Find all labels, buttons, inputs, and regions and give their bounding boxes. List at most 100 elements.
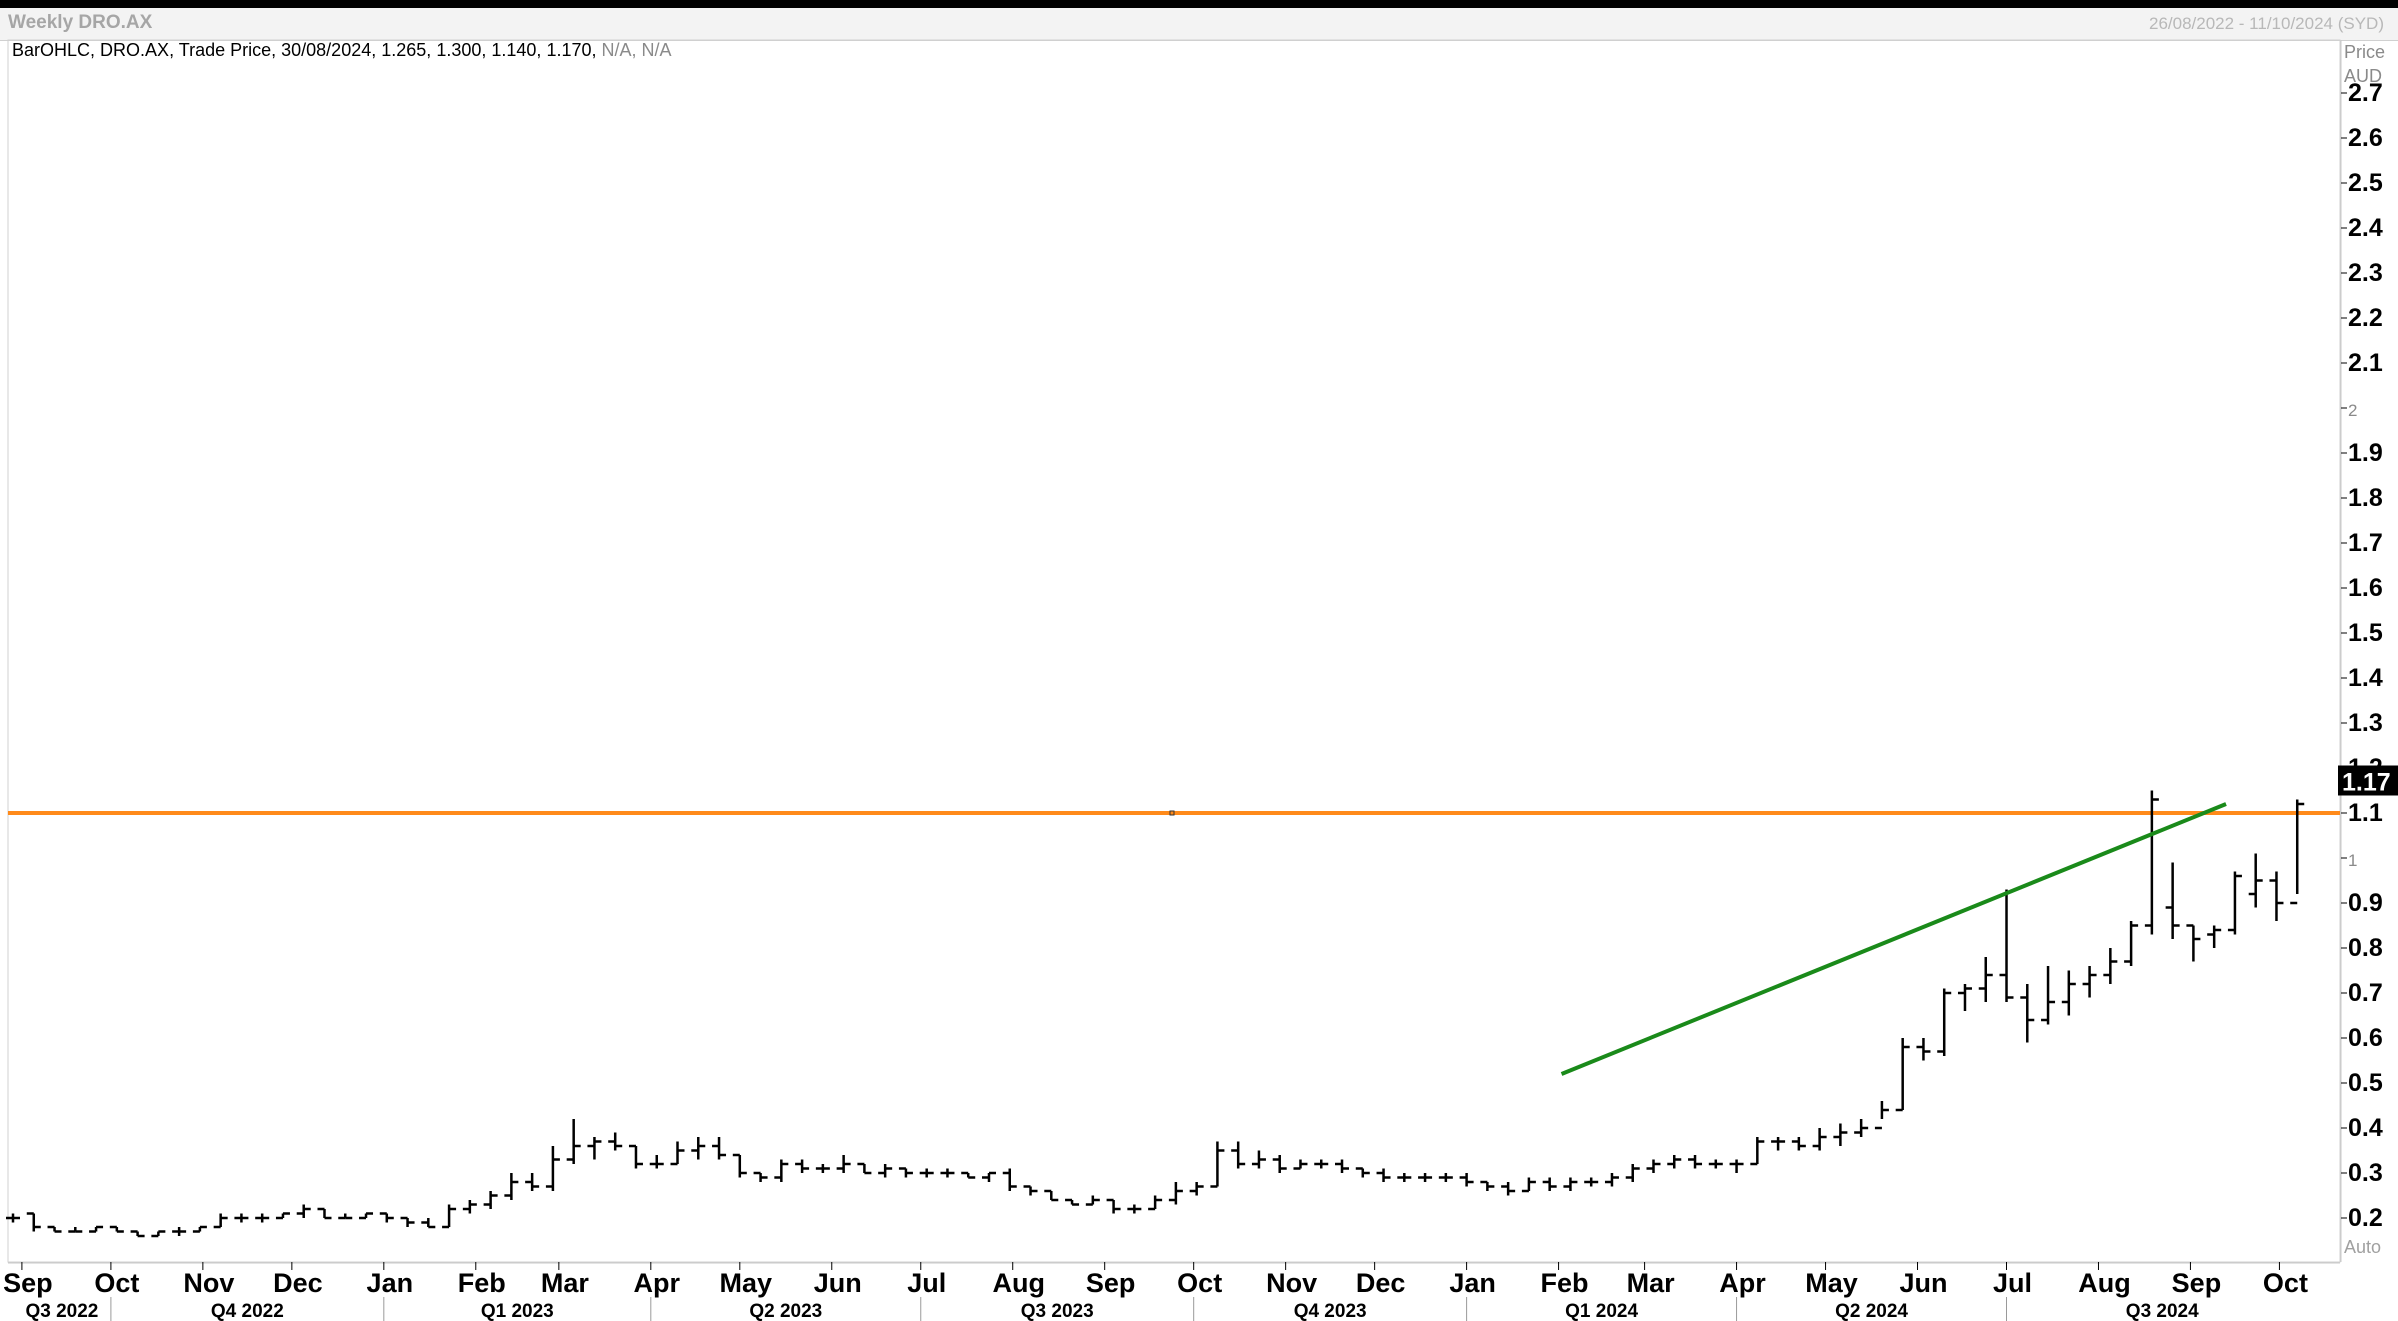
chart-header [0,8,2398,41]
ohlc-bar [338,1213,353,1220]
ohlc-bar [587,1137,602,1160]
ohlc-bar [1251,1150,1266,1169]
ohlc-bar [1106,1198,1121,1214]
ohlc-bar [608,1132,623,1151]
x-tick-label: Oct [94,1268,139,1298]
ohlc-bar [151,1230,166,1238]
x-tick-label: Feb [458,1268,506,1298]
y-tick-label: 1.9 [2348,439,2383,467]
y-tick-label: 1.6 [2348,574,2383,602]
ohlc-bar [1542,1177,1557,1191]
date-range: 26/08/2022 - 11/10/2024 (SYD) [2148,14,2384,33]
x-tick-label: Jun [814,1268,862,1298]
ohlc-bar [2144,790,2159,935]
ohlc-bar [1023,1185,1038,1196]
ohlc-bar [1210,1141,1225,1188]
ohlc-bar [2082,966,2097,998]
ohlc-bar [1937,988,1952,1056]
ohlc-bar [1065,1198,1080,1206]
y-tick-label: 1.8 [2348,484,2383,512]
y-tick-label: 1.7 [2348,529,2383,557]
ohlc-bar [255,1213,270,1223]
ohlc-bar [379,1212,394,1223]
ohlc-bar [1604,1173,1619,1187]
ohlc-bar [1833,1123,1848,1146]
quarter-label: Q1 2024 [1565,1301,1638,1321]
ohlc-bar [130,1230,145,1238]
ohlc-bar [504,1173,519,1200]
ohlc-bar [940,1168,955,1178]
ohlc-bar [296,1204,311,1218]
y-tick-label: 0.2 [2348,1204,2383,1232]
ohlc-bar [1293,1159,1308,1170]
ohlc-bar [2061,970,2076,1016]
chart-title: Weekly DRO.AX [8,12,153,33]
ohlc-bar [1189,1182,1204,1196]
ohlc-bar [26,1212,41,1232]
ohlc-bar [234,1213,249,1223]
ohlc-bar [1438,1173,1453,1182]
ohlc-bar [1272,1155,1287,1173]
ohlc-bar [1355,1167,1370,1178]
ohlc-bar [400,1216,415,1227]
ohlc-bar [961,1171,976,1179]
last-price-tag [2338,765,2398,796]
line-handle[interactable] [1169,810,1175,816]
last-price-label: 1.17 [2342,769,2391,797]
ohlc-bar [462,1200,477,1214]
ohlc-bar [732,1153,747,1178]
ohlc-bar [919,1168,934,1178]
ohlc-bar [795,1159,810,1173]
ohlc-bar [1646,1159,1661,1173]
ohlc-bar [628,1144,643,1169]
legend-low: 1.140 [491,40,537,60]
ohlc-bar [1231,1141,1246,1169]
x-tick-label: Apr [1719,1268,1766,1298]
ohlc-bar [774,1159,789,1182]
x-tick-label: Apr [634,1268,681,1298]
ohlc-bar [483,1191,498,1209]
x-tick-label: Sep [3,1268,53,1298]
ohlc-bar [213,1213,228,1229]
trendline[interactable] [1560,802,2227,1076]
x-tick-label: Oct [2263,1268,2308,1298]
ohlc-bar [1501,1182,1516,1196]
x-tick-label: Sep [2172,1268,2222,1298]
quarter-label: Q4 2022 [211,1301,284,1321]
x-tick-label: Jul [907,1268,946,1298]
ohlc-bar [192,1225,207,1233]
ohlc-bar [1127,1204,1142,1214]
x-tick-label: Sep [1086,1268,1136,1298]
y-tick-label: 2.5 [2348,169,2383,197]
currency-label: AUD [2344,66,2383,86]
ohlc-bar [878,1164,893,1178]
x-tick-label: Jun [1900,1268,1948,1298]
x-tick-label: Nov [1266,1268,1317,1298]
ohlc-bar [89,1225,104,1233]
y-tick-label: 1.4 [2348,664,2383,692]
ohlc-bar [1999,889,2014,1002]
ohlc-bar [1771,1137,1786,1151]
ohlc-bar [1314,1159,1329,1169]
quarter-label: Q3 2022 [25,1301,98,1321]
y-tick-label: 0.7 [2348,979,2383,1007]
y-tick-label: 0.8 [2348,934,2383,962]
ohlc-bar [2269,871,2284,921]
y-tick-label: 2.6 [2348,124,2383,152]
y-tick-label: 2.2 [2348,304,2383,332]
ohlc-bar [1335,1159,1350,1173]
ohlc-bar [1418,1173,1433,1182]
auto-scale-label: Auto [2344,1237,2382,1257]
y-tick-label: 1.1 [2348,799,2383,827]
quarter-label: Q3 2024 [2126,1301,2199,1321]
y-tick-label: 1.3 [2348,709,2383,737]
ohlc-bar [1584,1177,1599,1187]
x-tick-label: Jul [1993,1268,2032,1298]
ohlc-bar [2041,966,2056,1025]
ohlc-bar [2020,984,2035,1043]
x-tick-label: May [720,1268,773,1298]
ohlc-bar [2186,924,2201,962]
ohlc-bar [1957,984,1972,1011]
ohlc-bar [1044,1189,1059,1202]
